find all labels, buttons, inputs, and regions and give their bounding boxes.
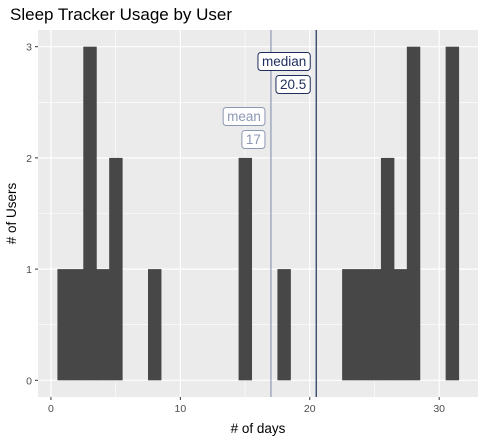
x-tick-label: 10 bbox=[175, 403, 187, 415]
median-label-box bbox=[257, 52, 311, 71]
mean-value-box bbox=[241, 130, 266, 149]
mean-value: 17 bbox=[241, 130, 266, 149]
y-tick-label: 1 bbox=[26, 264, 32, 276]
median-value-box bbox=[275, 75, 311, 94]
mean-value-text: 17 bbox=[246, 132, 261, 147]
histogram-bar bbox=[445, 46, 460, 381]
y-tick-label: 2 bbox=[26, 153, 32, 165]
mean-label-text: mean bbox=[227, 109, 261, 124]
x-tick-label: 20 bbox=[304, 403, 316, 415]
median-value: 20.5 bbox=[275, 75, 311, 94]
median-label: median bbox=[257, 52, 311, 71]
mean-label: mean bbox=[222, 107, 266, 126]
x-axis-title: # of days bbox=[231, 421, 286, 436]
histogram-bar bbox=[83, 46, 97, 381]
x-axis-ticks: 0 10 20 30 bbox=[48, 397, 445, 415]
y-axis-ticks: 0 1 2 3 bbox=[26, 42, 38, 387]
histogram-bar bbox=[355, 269, 369, 381]
histogram-bar bbox=[393, 269, 408, 381]
histogram-bar bbox=[70, 269, 84, 381]
y-tick-label: 0 bbox=[26, 375, 32, 387]
histogram-bar bbox=[57, 269, 71, 381]
histogram-bar bbox=[96, 269, 110, 381]
histogram-bar bbox=[342, 269, 356, 381]
chart-title: Sleep Tracker Usage by User bbox=[10, 5, 232, 24]
histogram-bar bbox=[277, 269, 291, 381]
y-tick-label: 3 bbox=[26, 42, 32, 54]
histogram-bars bbox=[57, 46, 460, 381]
histogram-bar bbox=[109, 157, 123, 381]
y-axis-title: # of Users bbox=[4, 182, 19, 244]
median-label-text: median bbox=[262, 54, 306, 69]
median-value-text: 20.5 bbox=[280, 77, 306, 92]
histogram-bar bbox=[380, 157, 395, 381]
histogram-bar bbox=[238, 157, 253, 381]
histogram-bar bbox=[148, 269, 162, 381]
mean-label-box bbox=[222, 107, 266, 126]
x-tick-label: 30 bbox=[433, 403, 445, 415]
histogram-bar bbox=[368, 269, 382, 381]
histogram-bar bbox=[406, 46, 421, 381]
x-tick-label: 0 bbox=[48, 403, 54, 415]
reference-lines: mean 17 median 20.5 bbox=[222, 30, 317, 397]
